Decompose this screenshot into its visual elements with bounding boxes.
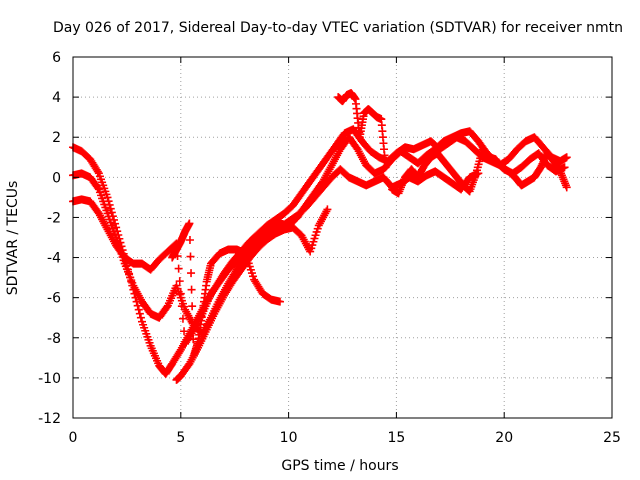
y-tick-label: 4 bbox=[52, 90, 61, 106]
data-point bbox=[162, 303, 171, 312]
y-tick-label: 0 bbox=[52, 170, 61, 186]
series-track-c bbox=[69, 165, 483, 348]
data-point bbox=[106, 204, 115, 213]
y-tick-label: 6 bbox=[52, 50, 61, 66]
x-tick-label: 25 bbox=[603, 430, 621, 446]
data-points bbox=[69, 89, 571, 384]
y-tick-label: -6 bbox=[47, 291, 61, 307]
y-tick-label: -2 bbox=[47, 210, 61, 226]
x-tick-label: 0 bbox=[69, 430, 78, 446]
data-point bbox=[107, 208, 116, 217]
data-point bbox=[134, 305, 143, 314]
data-point bbox=[560, 163, 569, 172]
data-point bbox=[176, 289, 185, 298]
data-point bbox=[562, 183, 571, 192]
axes: 0 5 10 15 20 25 -12 -10 -8 -6 -4 -2 0 2 4 6 bbox=[38, 50, 621, 446]
data-point bbox=[186, 252, 195, 261]
data-point bbox=[93, 167, 102, 176]
data-point bbox=[187, 269, 196, 278]
data-point bbox=[136, 313, 145, 322]
data-point bbox=[93, 183, 102, 192]
plot-frame bbox=[72, 56, 613, 419]
grid-lines bbox=[73, 57, 612, 418]
data-point bbox=[189, 335, 198, 344]
y-axis-label: SDTVAR / TECUs bbox=[5, 181, 21, 296]
y-tick-label: -4 bbox=[47, 251, 61, 267]
data-point bbox=[540, 156, 549, 165]
series-track-g bbox=[388, 145, 571, 198]
data-point bbox=[185, 236, 194, 245]
data-point bbox=[188, 318, 197, 327]
x-tick-label: 15 bbox=[387, 430, 405, 446]
x-tick-label: 10 bbox=[280, 430, 298, 446]
data-point bbox=[323, 205, 332, 214]
data-point bbox=[180, 327, 189, 336]
y-tick-label: -10 bbox=[38, 371, 61, 387]
data-point bbox=[175, 277, 184, 286]
data-point bbox=[381, 163, 390, 172]
y-tick-label: -12 bbox=[38, 411, 61, 427]
data-point bbox=[539, 158, 548, 167]
x-axis-label: GPS time / hours bbox=[281, 458, 398, 474]
data-point bbox=[537, 161, 546, 170]
y-tick-label: -8 bbox=[47, 331, 61, 347]
data-point bbox=[178, 314, 187, 323]
chart-title: Day 026 of 2017, Sidereal Day-to-day VTE… bbox=[53, 20, 623, 36]
data-point bbox=[275, 297, 284, 306]
data-point bbox=[188, 302, 197, 311]
series-track-e bbox=[172, 205, 332, 384]
data-point bbox=[187, 285, 196, 294]
data-point bbox=[103, 193, 112, 202]
y-tick-label: 2 bbox=[52, 130, 61, 146]
data-point bbox=[185, 219, 194, 228]
x-tick-label: 20 bbox=[495, 430, 513, 446]
data-point bbox=[536, 163, 545, 172]
x-tick-label: 5 bbox=[176, 430, 185, 446]
data-point bbox=[177, 302, 186, 311]
data-point bbox=[538, 159, 547, 168]
data-point bbox=[174, 264, 183, 273]
series-track-f bbox=[334, 89, 390, 172]
data-point bbox=[562, 153, 571, 162]
data-point bbox=[135, 309, 144, 318]
data-point bbox=[133, 301, 142, 310]
